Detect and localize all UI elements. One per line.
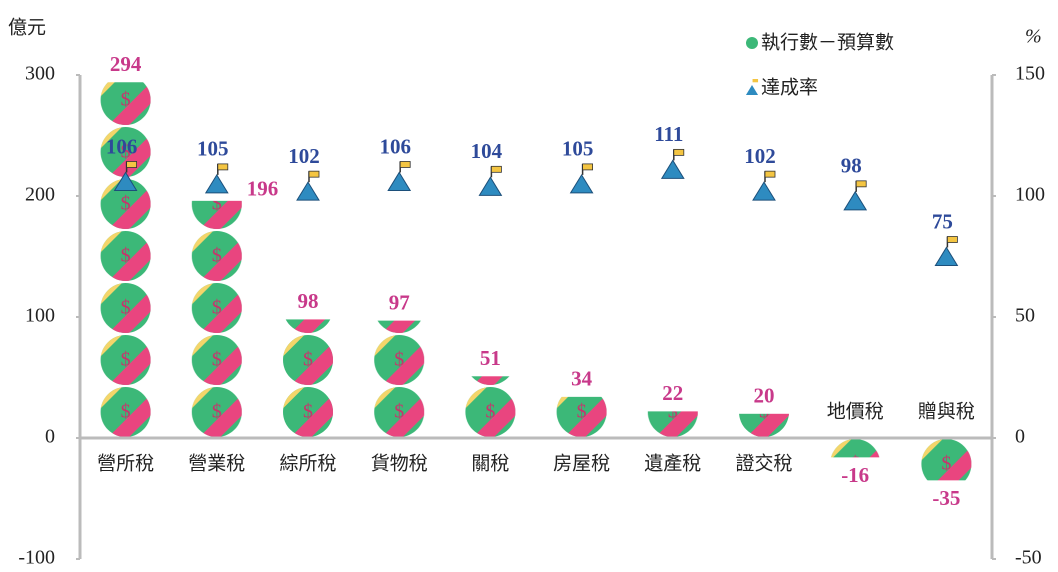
pictogram-bar bbox=[829, 438, 882, 458]
y2-tick-label: 50 bbox=[1015, 305, 1035, 327]
data-label: 34 bbox=[571, 367, 593, 391]
y-tick-label: -100 bbox=[18, 547, 55, 569]
data-label: 102 bbox=[288, 144, 320, 168]
y-tick-label: 200 bbox=[25, 184, 55, 206]
data-label: 20 bbox=[754, 384, 775, 408]
pictogram-bar bbox=[464, 376, 517, 438]
data-label: 111 bbox=[654, 122, 683, 146]
category-label: 房屋稅 bbox=[553, 453, 610, 475]
category-label: 關稅 bbox=[471, 453, 509, 475]
y2-tick-label: 150 bbox=[1015, 63, 1045, 85]
pictogram-bar bbox=[99, 82, 152, 438]
achievement-marker bbox=[569, 163, 594, 194]
category-label: 贈與稅 bbox=[918, 401, 975, 423]
data-label: 104 bbox=[471, 139, 503, 163]
data-label: -16 bbox=[841, 463, 869, 487]
legend-swatch bbox=[746, 37, 758, 49]
y-tick-label: 0 bbox=[45, 426, 55, 448]
category-label: 地價稅 bbox=[827, 401, 884, 423]
pictogram-bar bbox=[555, 396, 608, 438]
y-axis-label: 億元 bbox=[8, 17, 46, 39]
data-label: 196 bbox=[247, 177, 278, 201]
data-label: 105 bbox=[562, 137, 594, 161]
category-label: 營所稅 bbox=[97, 453, 154, 475]
data-label: 105 bbox=[197, 137, 229, 161]
achievement-marker bbox=[296, 170, 320, 201]
data-label: 98 bbox=[841, 154, 862, 178]
achievement-marker bbox=[660, 148, 685, 179]
data-label: -35 bbox=[932, 486, 960, 510]
pictogram-bar bbox=[646, 411, 699, 438]
achievement-marker bbox=[752, 170, 776, 201]
pictogram-bar bbox=[920, 438, 973, 481]
pictogram-bar bbox=[738, 413, 790, 438]
data-label: 75 bbox=[932, 209, 953, 233]
category-label: 營業稅 bbox=[188, 453, 245, 475]
data-label: 106 bbox=[106, 134, 138, 158]
legend-swatch bbox=[745, 79, 759, 95]
y-tick-label: 100 bbox=[25, 305, 55, 327]
data-label: 294 bbox=[110, 52, 142, 76]
achievement-marker bbox=[934, 236, 959, 266]
legend-label: 達成率 bbox=[761, 77, 818, 99]
data-label: 22 bbox=[662, 381, 683, 405]
y-tick-label: 300 bbox=[25, 63, 55, 85]
achievement-marker bbox=[843, 180, 868, 211]
pictogram-bar bbox=[373, 320, 426, 438]
category-label: 證交稅 bbox=[735, 453, 792, 475]
category-label: 綜所稅 bbox=[279, 453, 336, 475]
data-label: 106 bbox=[379, 134, 411, 158]
data-label: 102 bbox=[744, 144, 776, 168]
y2-tick-label: -50 bbox=[1015, 547, 1042, 569]
category-label: 遺產稅 bbox=[644, 453, 701, 475]
achievement-marker bbox=[113, 161, 138, 191]
achievement-marker bbox=[387, 161, 412, 191]
pictogram-bar bbox=[282, 319, 334, 438]
data-label: 98 bbox=[298, 289, 319, 313]
data-label: 97 bbox=[389, 290, 410, 314]
pictogram-bar bbox=[190, 200, 243, 438]
data-label: 51 bbox=[480, 346, 501, 370]
achievement-marker bbox=[478, 165, 503, 196]
legend-label: 執行數－預算數 bbox=[761, 32, 894, 54]
achievement-marker bbox=[204, 163, 229, 194]
category-label: 貨物稅 bbox=[371, 453, 428, 475]
y2-axis-label: % bbox=[1025, 26, 1042, 48]
y2-tick-label: 100 bbox=[1015, 184, 1045, 206]
y2-tick-label: 0 bbox=[1015, 426, 1025, 448]
